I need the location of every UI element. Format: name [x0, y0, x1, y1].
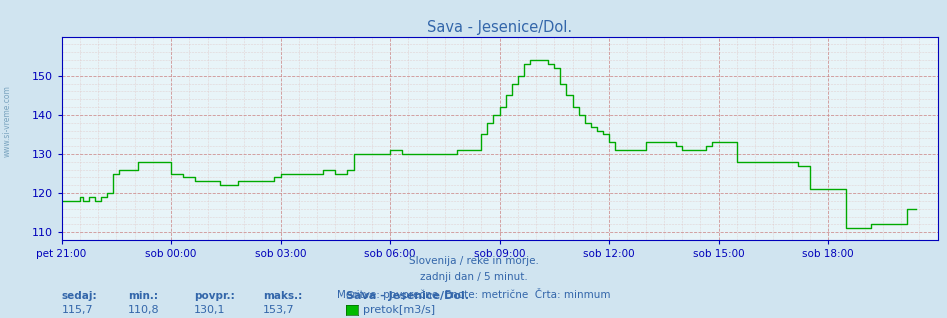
Text: povpr.:: povpr.:	[194, 291, 235, 301]
Text: 130,1: 130,1	[194, 305, 225, 315]
Text: 115,7: 115,7	[62, 305, 93, 315]
Text: 153,7: 153,7	[263, 305, 295, 315]
Title: Sava - Jesenice/Dol.: Sava - Jesenice/Dol.	[427, 20, 572, 35]
Text: 110,8: 110,8	[128, 305, 159, 315]
Text: Meritve: povprečne  Enote: metrične  Črta: minmum: Meritve: povprečne Enote: metrične Črta:…	[337, 288, 610, 300]
Text: maks.:: maks.:	[263, 291, 302, 301]
Text: zadnji dan / 5 minut.: zadnji dan / 5 minut.	[420, 272, 527, 282]
Text: pretok[m3/s]: pretok[m3/s]	[363, 305, 435, 315]
Text: Slovenija / reke in morje.: Slovenija / reke in morje.	[408, 256, 539, 266]
Text: Sava - Jesenice/Dol.: Sava - Jesenice/Dol.	[346, 291, 469, 301]
Text: www.si-vreme.com: www.si-vreme.com	[3, 85, 12, 157]
Text: sedaj:: sedaj:	[62, 291, 98, 301]
Text: min.:: min.:	[128, 291, 158, 301]
